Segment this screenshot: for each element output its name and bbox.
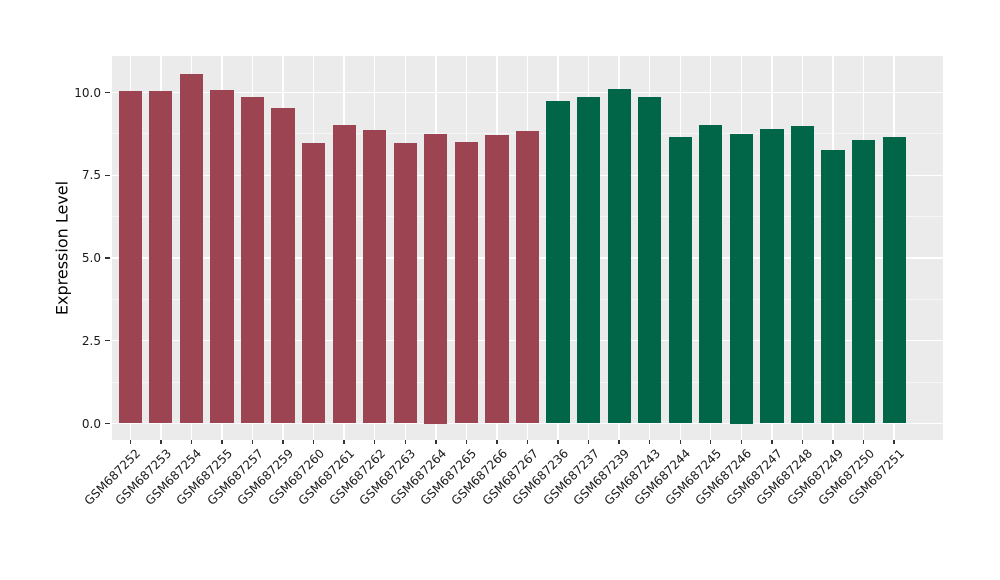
x-tick-mark (862, 440, 865, 444)
x-tick-mark (251, 440, 254, 444)
y-tick-mark (105, 340, 110, 342)
x-tick-mark (740, 440, 743, 444)
bar-gsm687253 (149, 90, 173, 424)
bar-gsm687237 (576, 96, 601, 424)
bar-gsm687248 (790, 125, 815, 424)
x-tick-mark (649, 440, 651, 444)
x-tick-mark (710, 440, 712, 444)
x-tick-mark (435, 440, 437, 444)
y-tick-mark (105, 257, 110, 259)
y-axis-title: Expression Level (52, 180, 72, 316)
bar-gsm687249 (821, 149, 845, 424)
bar-gsm687254 (179, 73, 204, 424)
plot-panel (112, 56, 943, 440)
y-tick-label: 5.0 (81, 251, 101, 265)
x-tick-mark (587, 440, 590, 444)
x-tick-mark (893, 440, 895, 444)
bar-gsm687255 (210, 89, 234, 424)
y-tick-mark (105, 422, 110, 425)
bar-gsm687267 (515, 130, 540, 424)
x-tick-mark (190, 440, 193, 444)
bar-gsm687246 (729, 133, 753, 424)
x-tick-mark (832, 440, 834, 444)
bar-gsm687260 (302, 143, 326, 424)
bar-gsm687261 (332, 124, 356, 424)
bar-gsm687262 (363, 130, 387, 424)
x-tick-mark (374, 440, 376, 444)
y-tick-mark (105, 174, 110, 176)
bar-gsm687257 (240, 96, 265, 424)
bar-gsm687263 (393, 142, 417, 424)
y-tick-label: 0.0 (81, 416, 101, 431)
bar-gsm687247 (760, 128, 784, 424)
bar-gsm687252 (118, 90, 142, 424)
bar-gsm687266 (485, 134, 509, 424)
bar-gsm687244 (668, 136, 692, 424)
x-tick-mark (343, 440, 345, 444)
bar-gsm687265 (454, 141, 478, 424)
bar-gsm687236 (546, 100, 570, 424)
x-tick-mark (679, 440, 681, 444)
x-tick-mark (129, 440, 132, 444)
x-tick-mark (618, 440, 620, 444)
x-tick-mark (404, 440, 406, 444)
x-tick-mark (221, 440, 223, 444)
x-tick-mark (465, 440, 468, 444)
y-tick-label: 2.5 (81, 333, 101, 348)
x-tick-mark (801, 440, 804, 444)
x-tick-mark (771, 440, 773, 444)
x-tick-mark (557, 440, 559, 444)
y-tick-label: 10.0 (74, 85, 101, 100)
y-tick-mark (105, 91, 110, 94)
bar-gsm687259 (271, 108, 295, 424)
bar-gsm687251 (882, 136, 906, 424)
bar-gsm687264 (424, 133, 448, 424)
bar-gsm687245 (699, 124, 723, 424)
bar-gsm687239 (607, 88, 631, 424)
x-tick-mark (160, 440, 162, 444)
x-tick-mark (282, 440, 284, 444)
x-tick-mark (312, 440, 315, 444)
bar-gsm687250 (851, 139, 876, 424)
x-tick-mark (496, 440, 498, 444)
x-tick-mark (526, 440, 529, 444)
bar-gsm687243 (638, 97, 662, 424)
y-tick-label: 7.5 (81, 168, 101, 183)
